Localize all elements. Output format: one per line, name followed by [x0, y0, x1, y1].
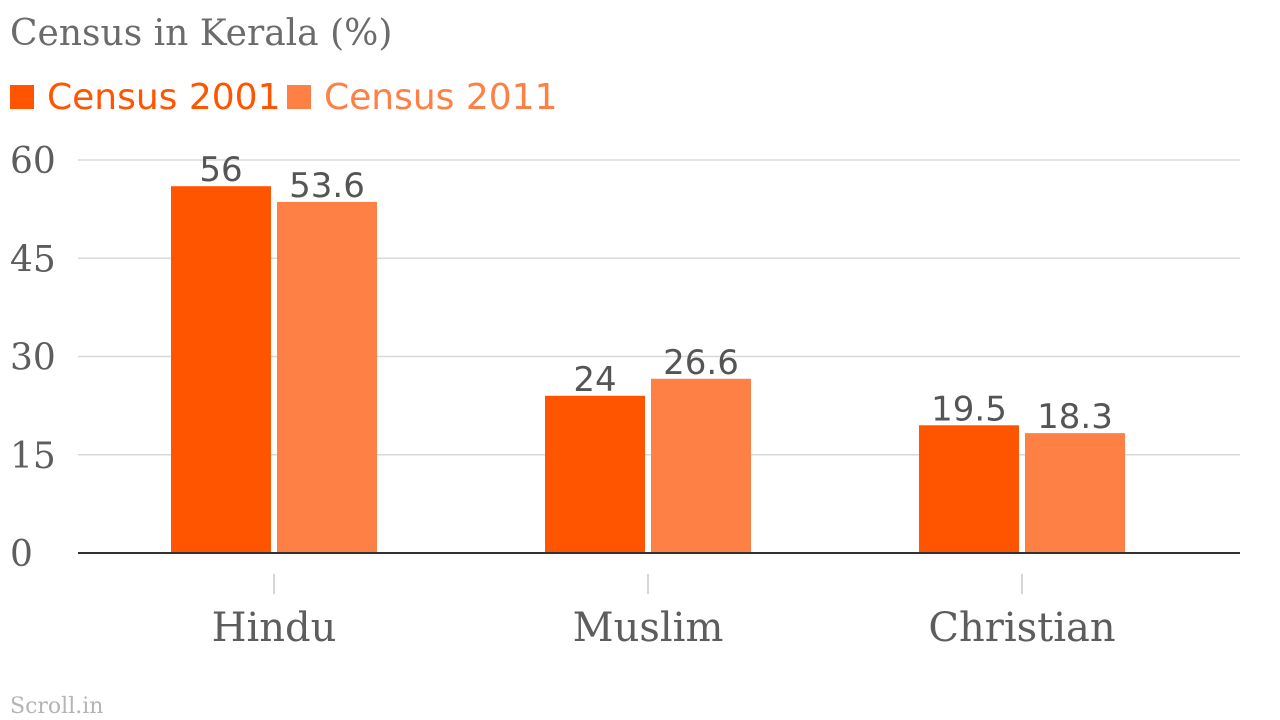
x-axis: Hindu Muslim Christian [78, 552, 1240, 651]
bar-christian-1 [919, 425, 1019, 553]
bar-hindu-1 [171, 186, 271, 553]
category-label-hindu: Hindu [212, 605, 337, 651]
bar-muslim-2 [651, 378, 751, 553]
bars [171, 186, 1125, 554]
data-label: 19.5 [931, 389, 1007, 429]
data-label: 56 [199, 150, 242, 190]
category-label-muslim: Muslim [573, 605, 724, 651]
legend-label-1: Census 2001 [47, 77, 281, 118]
data-label: 18.3 [1037, 397, 1113, 437]
category-label-christian: Christian [928, 605, 1115, 651]
data-label: 24 [573, 360, 616, 400]
chart-title: Census in Kerala (%) [10, 13, 392, 54]
y-axis: 0 15 30 45 60 [10, 141, 56, 575]
legend-swatch-1 [10, 85, 34, 109]
data-label: 26.6 [663, 343, 739, 383]
bar-muslim-1 [545, 395, 645, 553]
bar-christian-2 [1025, 433, 1125, 553]
data-labels: 56 53.6 24 26.6 19.5 18.3 [199, 150, 1112, 437]
y-tick-label: 30 [10, 338, 56, 379]
source-label: Scroll.in [10, 694, 103, 719]
legend-label-2: Census 2011 [324, 77, 558, 118]
y-tick-label: 15 [10, 436, 56, 477]
bar-hindu-2 [277, 201, 377, 554]
legend-swatch-2 [287, 85, 311, 109]
y-tick-label: 60 [10, 141, 56, 182]
y-tick-label: 45 [10, 239, 56, 280]
data-label: 53.6 [289, 166, 365, 206]
y-tick-label: 0 [10, 534, 33, 575]
legend: Census 2001 Census 2011 [10, 77, 558, 118]
